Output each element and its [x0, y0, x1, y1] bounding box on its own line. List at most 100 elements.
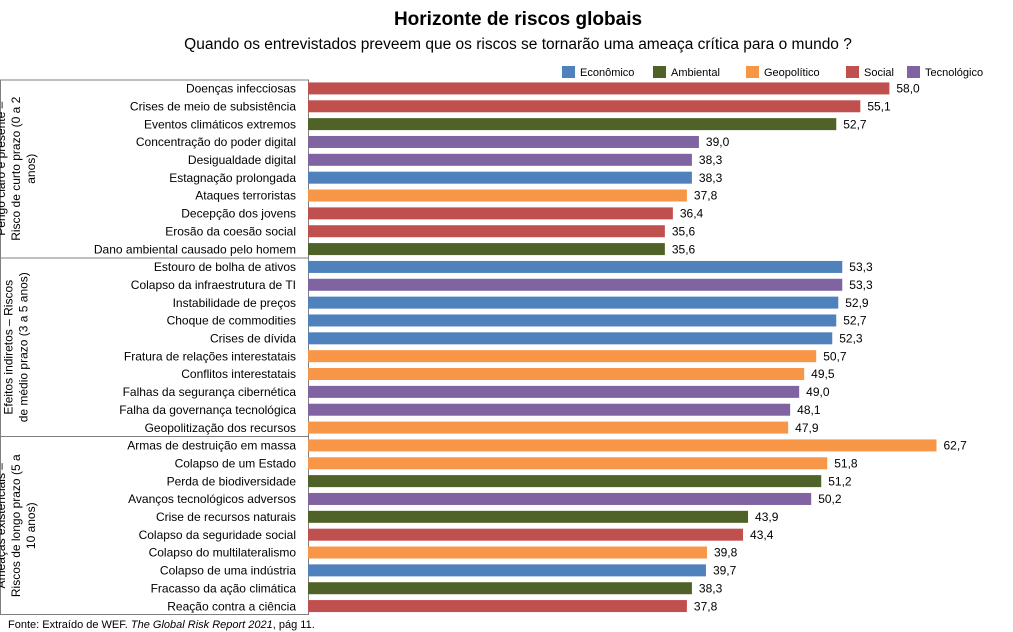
- data-label: 49,0: [806, 385, 830, 399]
- data-label: 38,3: [699, 171, 723, 185]
- category-label: Crises de meio de subsistência: [130, 99, 296, 113]
- category-label: Colapso da seguridade social: [139, 528, 296, 542]
- category-label: Doenças infecciosas: [186, 82, 296, 96]
- source-title: The Global Risk Report 2021: [131, 619, 273, 631]
- data-label: 50,2: [818, 492, 842, 506]
- bar-row-colapso-da-infraestrutura-de-ti: Colapso da infraestrutura de TI 53,3: [131, 278, 873, 292]
- bar: [308, 225, 665, 238]
- data-label: 39,7: [713, 564, 737, 578]
- data-label: 38,3: [699, 581, 723, 595]
- bar: [308, 403, 791, 416]
- bar-row-fratura-de-relacoes-interestatais: Fratura de relações interestatais 50,7: [124, 349, 847, 363]
- data-label: 55,1: [867, 99, 891, 113]
- data-label: 53,3: [849, 260, 873, 274]
- bar: [308, 475, 822, 488]
- legend-item-tecnologico: Tecnológico: [907, 66, 983, 79]
- bar: [308, 510, 749, 523]
- bar: [308, 118, 837, 131]
- category-label: Eventos climáticos extremos: [144, 117, 296, 131]
- data-label: 58,0: [896, 82, 920, 96]
- group-label-line: Efeitos indiretos – Riscos: [2, 280, 16, 415]
- category-label: Colapso de um Estado: [175, 456, 297, 470]
- bar: [308, 153, 692, 166]
- legend-swatch: [562, 66, 575, 78]
- category-label: Falhas da segurança cibernética: [123, 385, 297, 399]
- chart-title: Horizonte de riscos globais: [394, 9, 642, 30]
- bar-row-eventos-climaticos-extremos: Eventos climáticos extremos 52,7: [144, 117, 867, 131]
- bar: [308, 278, 843, 291]
- legend-swatch: [653, 66, 666, 78]
- bar: [308, 439, 937, 452]
- bar: [308, 243, 665, 256]
- data-label: 48,1: [797, 403, 821, 417]
- data-label: 35,6: [672, 224, 696, 238]
- group-label-line: de médio prazo (3 a 5 anos): [17, 272, 31, 422]
- data-label: 47,9: [795, 421, 819, 435]
- data-label: 39,8: [714, 546, 738, 560]
- category-label: Fracasso da ação climática: [151, 581, 297, 595]
- group-label-line: Ameaças existenciais –: [0, 463, 8, 589]
- bar: [308, 350, 817, 363]
- bar-row-conflitos-interestatais: Conflitos interestatais 49,5: [181, 367, 835, 381]
- bar: [308, 171, 692, 184]
- legend-item-ambiental: Ambiental: [653, 66, 720, 79]
- source-suffix: , pág 11.: [273, 619, 315, 631]
- data-label: 51,8: [834, 456, 858, 470]
- legend-label: Social: [864, 67, 894, 79]
- category-label: Instabilidade de preços: [173, 296, 296, 310]
- data-label: 43,9: [755, 510, 779, 524]
- category-label: Ataques terroristas: [195, 189, 296, 203]
- bar: [308, 600, 687, 613]
- bar: [308, 582, 692, 595]
- bar-row-choque-de-commodities: Choque de commodities 52,7: [167, 314, 867, 328]
- data-label: 43,4: [750, 528, 774, 542]
- bar-row-erosao-da-coesao-social: Erosão da coesão social 35,6: [165, 224, 695, 238]
- data-label: 37,8: [694, 189, 718, 203]
- category-label: Reação contra a ciência: [167, 599, 296, 613]
- category-label: Colapso do multilateralismo: [149, 546, 297, 560]
- group-label-line: Risco de curto prazo (0 a 2: [9, 96, 23, 240]
- bar: [308, 457, 828, 470]
- bar-row-instabilidade-de-precos: Instabilidade de preços 52,9: [173, 296, 869, 310]
- category-label: Dano ambiental causado pelo homem: [94, 242, 296, 256]
- category-label: Crise de recursos naturais: [156, 510, 296, 524]
- legend-swatch: [846, 66, 859, 78]
- category-label: Decepção dos jovens: [181, 207, 296, 221]
- category-label: Conflitos interestatais: [181, 367, 296, 381]
- bar-row-colapso-do-multilateralismo: Colapso do multilateralismo 39,8: [149, 546, 738, 560]
- bar-row-falha-da-governanca-tecnologica: Falha da governança tecnológica 48,1: [119, 403, 821, 417]
- legend-swatch: [907, 66, 920, 78]
- bar-row-colapso-de-um-estado: Colapso de um Estado 51,8: [175, 456, 858, 470]
- category-label: Desigualdade digital: [188, 153, 296, 167]
- bars: Doenças infecciosas 58,0 Crises de meio de…: [94, 82, 967, 614]
- legend-label: Tecnológico: [925, 67, 983, 79]
- data-label: 53,3: [849, 278, 873, 292]
- data-label: 52,9: [845, 296, 869, 310]
- bar-row-ataques-terroristas: Ataques terroristas 37,8: [195, 189, 717, 203]
- group-label-2: Efeitos indiretos – Riscos de médio prazo…: [2, 272, 31, 422]
- bar: [308, 564, 706, 577]
- category-label: Estagnação prolongada: [169, 171, 296, 185]
- data-label: 51,2: [828, 474, 852, 488]
- group-label-line: anos): [24, 154, 38, 184]
- data-label: 49,5: [811, 367, 835, 381]
- category-label: Estouro de bolha de ativos: [154, 260, 296, 274]
- category-label: Colapso de uma indústria: [160, 564, 296, 578]
- category-label: Falha da governança tecnológica: [119, 403, 296, 417]
- legend: Econômico Ambiental Geopolítico Social Tecno…: [562, 66, 983, 79]
- category-label: Fratura de relações interestatais: [124, 349, 296, 363]
- category-label: Perda de biodiversidade: [167, 474, 297, 488]
- bar: [308, 296, 839, 309]
- group-label-1: Perigo claro e presente –Risco de curto …: [0, 96, 38, 240]
- legend-label: Geopolítico: [764, 67, 820, 79]
- bar-row-reacao-contra-a-ciencia: Reação contra a ciência 37,8: [167, 599, 717, 613]
- bar-row-decepcao-dos-jovens: Decepção dos jovens 36,4: [181, 207, 703, 221]
- data-label: 52,7: [843, 314, 867, 328]
- legend-label: Ambiental: [671, 67, 720, 79]
- bar-row-perda-de-biodiversidade: Perda de biodiversidade 51,2: [167, 474, 852, 488]
- data-label: 52,7: [843, 117, 867, 131]
- data-label: 39,0: [706, 135, 730, 149]
- data-label: 50,7: [823, 349, 847, 363]
- bar-row-armas-de-destruicao-em-massa: Armas de destruição em massa 62,7: [127, 439, 967, 453]
